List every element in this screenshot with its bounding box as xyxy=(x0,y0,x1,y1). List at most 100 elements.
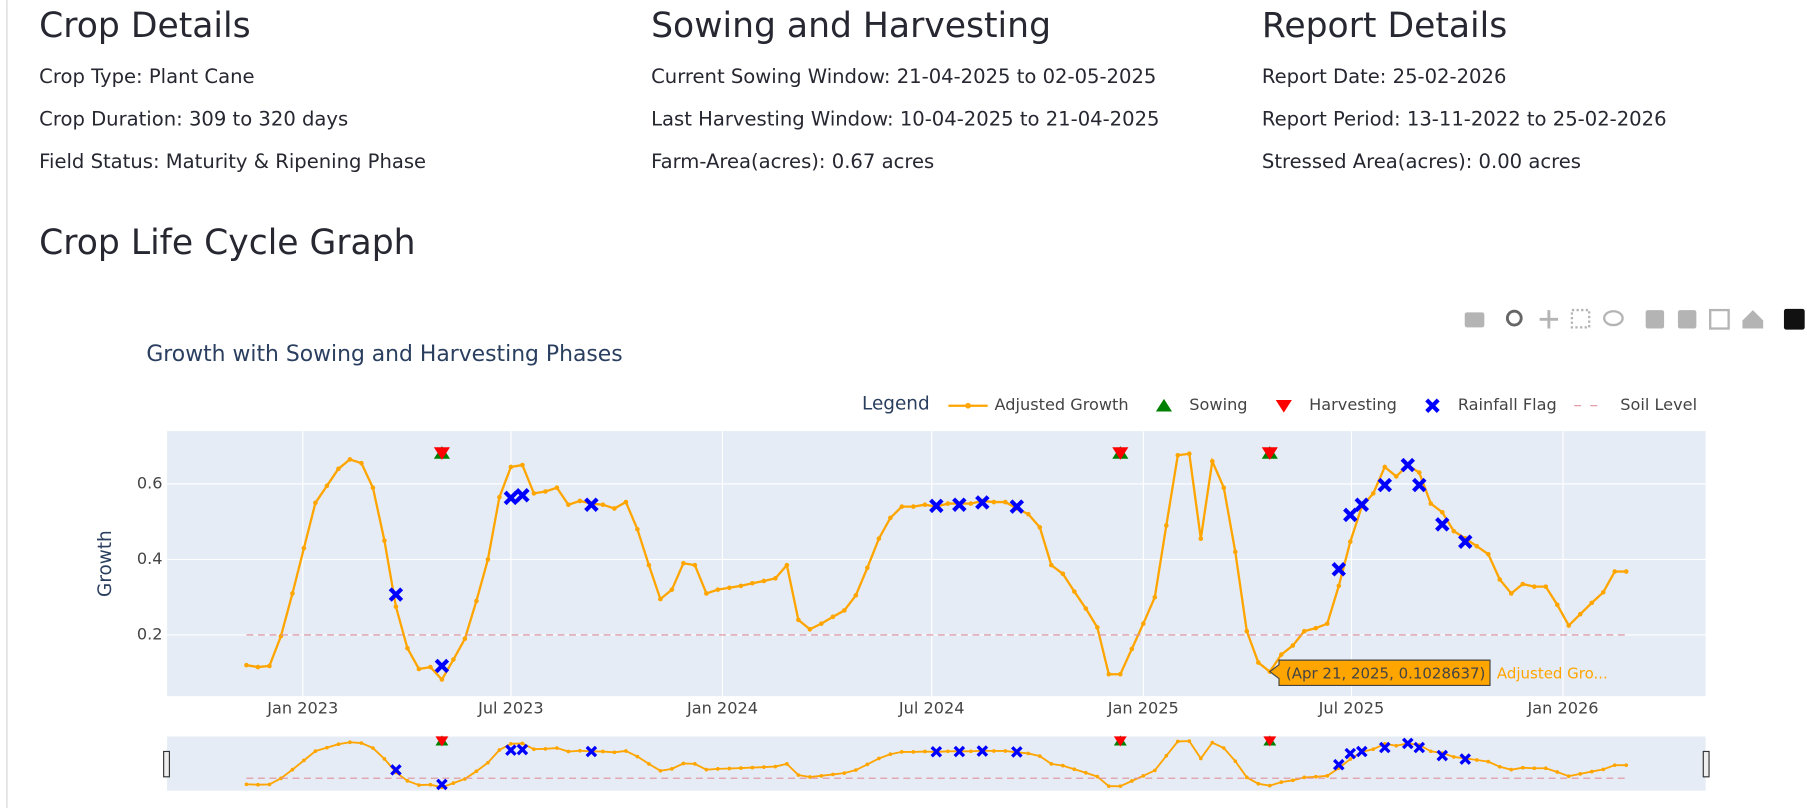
point-mini xyxy=(716,767,720,771)
camera-icon[interactable] xyxy=(1464,312,1485,328)
point xyxy=(1072,589,1077,594)
point xyxy=(1393,474,1399,479)
tooltip-text: (Apr 21, 2025, 0.1028637) xyxy=(1286,664,1485,682)
point xyxy=(945,501,951,506)
point xyxy=(704,591,709,596)
rainfall-marker-mini xyxy=(390,764,402,776)
range-slider-handle[interactable] xyxy=(1702,750,1710,778)
range-slider-background xyxy=(167,736,1706,791)
section-item: Current Sowing Window: 21-04-2025 to 02-… xyxy=(651,65,1156,88)
point-mini xyxy=(1451,755,1456,759)
rainfall-marker-mini xyxy=(1436,749,1449,762)
point xyxy=(267,663,272,669)
legend-label: Rainfall Flag xyxy=(1458,395,1557,414)
zoom-icon[interactable] xyxy=(1505,309,1523,327)
point xyxy=(750,580,755,586)
point-mini xyxy=(313,749,318,753)
point xyxy=(439,677,445,682)
point xyxy=(313,500,318,506)
rainfall-marker xyxy=(1343,507,1358,523)
rainfall-marker-mini xyxy=(1344,747,1357,760)
legend-label: Sowing xyxy=(1189,395,1247,414)
point-mini xyxy=(543,746,548,751)
point-mini xyxy=(1129,779,1134,783)
point xyxy=(1554,602,1560,608)
pan-icon[interactable] xyxy=(1539,310,1559,329)
point xyxy=(1026,511,1031,517)
point-mini xyxy=(348,740,352,745)
point xyxy=(692,562,698,568)
triangle-down-marker xyxy=(1112,447,1129,460)
point xyxy=(1060,571,1066,577)
point xyxy=(543,489,548,494)
point xyxy=(1198,536,1204,541)
point xyxy=(830,614,836,620)
chart-title: Growth with Sowing and Harvesting Phases xyxy=(146,342,622,367)
section-title: Report Details xyxy=(1262,6,1507,46)
point xyxy=(566,502,571,508)
point xyxy=(1164,523,1169,528)
point-mini xyxy=(1210,740,1215,745)
point-mini xyxy=(1267,783,1272,788)
point-mini xyxy=(1589,769,1594,774)
modebar xyxy=(1464,308,1805,330)
point xyxy=(623,499,629,505)
point xyxy=(451,657,456,662)
point-mini xyxy=(566,749,571,754)
point xyxy=(1474,543,1480,549)
rainfall-marker xyxy=(515,488,530,503)
point-mini xyxy=(693,762,697,766)
point xyxy=(347,457,353,462)
rainfall-marker xyxy=(1400,457,1416,473)
point-mini xyxy=(785,762,789,766)
point-mini xyxy=(727,766,732,771)
x-tick-label: Jul 2024 xyxy=(898,698,965,717)
point xyxy=(382,538,387,543)
section-item: Field Status: Maturity & Ripening Phase xyxy=(39,150,426,173)
point-mini xyxy=(1520,765,1525,770)
point-mini xyxy=(704,767,709,772)
point-mini xyxy=(968,749,973,754)
point-mini xyxy=(773,764,778,769)
rainfall-marker-mini xyxy=(516,743,529,756)
rainfall-marker-mini xyxy=(1413,741,1426,754)
point xyxy=(1566,623,1572,628)
point-mini xyxy=(819,773,824,778)
point-mini xyxy=(1221,746,1226,750)
autoscale-icon[interactable] xyxy=(1709,308,1730,330)
point xyxy=(393,604,399,609)
rainfall-marker-mini xyxy=(1459,753,1472,765)
point xyxy=(853,593,859,598)
point xyxy=(1129,646,1135,652)
point-mini xyxy=(325,745,329,750)
rainfall-marker-mini xyxy=(976,745,989,757)
point-mini xyxy=(1612,763,1617,768)
section-item: Stressed Area(acres): 0.00 acres xyxy=(1262,150,1581,173)
point-mini xyxy=(945,749,950,754)
reset-icon[interactable] xyxy=(1742,310,1764,329)
point xyxy=(968,501,974,506)
point-mini xyxy=(658,768,663,773)
point-mini xyxy=(497,748,502,752)
rainfall-marker-mini xyxy=(953,745,966,758)
point-mini xyxy=(509,741,513,746)
x-tick-label: Jan 2024 xyxy=(686,698,758,717)
rainfall-marker-mini xyxy=(436,778,448,791)
point xyxy=(646,562,652,568)
point-mini xyxy=(1486,759,1491,764)
point-mini xyxy=(1394,743,1399,748)
range-slider-handle[interactable] xyxy=(163,750,170,778)
point xyxy=(1451,528,1457,534)
rainfall-marker xyxy=(1009,499,1025,514)
point-mini xyxy=(612,750,617,755)
point-mini xyxy=(1164,753,1169,758)
zoom-in-icon[interactable] xyxy=(1645,310,1665,329)
zoom-out-icon[interactable] xyxy=(1677,310,1697,329)
lasso-icon[interactable] xyxy=(1603,310,1624,327)
box-select-icon[interactable] xyxy=(1570,308,1591,329)
point-mini xyxy=(520,741,525,746)
y-axis-label: Growth xyxy=(95,530,116,597)
plotly-logo[interactable] xyxy=(1783,308,1805,330)
point xyxy=(1623,569,1629,574)
point-mini xyxy=(486,760,490,765)
